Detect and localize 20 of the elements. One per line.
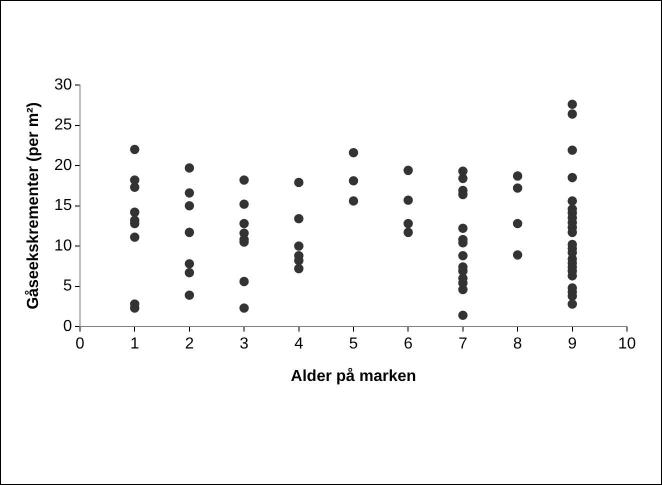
- x-tick-label: 6: [404, 336, 413, 353]
- x-tick-label: 8: [513, 336, 522, 353]
- y-tick-label: 30: [54, 76, 72, 94]
- x-tick-label: 3: [240, 336, 249, 353]
- y-tick-label: 5: [63, 278, 72, 295]
- x-axis-title: Alder på marken: [290, 366, 416, 385]
- y-tick-label: 20: [54, 156, 72, 174]
- x-tick-label: 0: [76, 336, 85, 353]
- y-tick-label: 10: [54, 237, 72, 254]
- y-tick-label: 0: [63, 318, 72, 336]
- x-tick-label: 5: [349, 336, 358, 353]
- x-tick-label: 9: [568, 336, 577, 353]
- y-tick-label: 25: [54, 116, 72, 134]
- y-axis-title: Gåseekskrementer (per m²): [24, 102, 42, 310]
- y-tick-label: 15: [54, 197, 72, 214]
- x-tick-label: 4: [294, 336, 304, 353]
- x-tick-label: 1: [130, 336, 140, 353]
- x-tick-label: 2: [184, 336, 194, 353]
- x-tick-label: 7: [458, 336, 468, 353]
- x-tick-label: 10: [618, 336, 636, 353]
